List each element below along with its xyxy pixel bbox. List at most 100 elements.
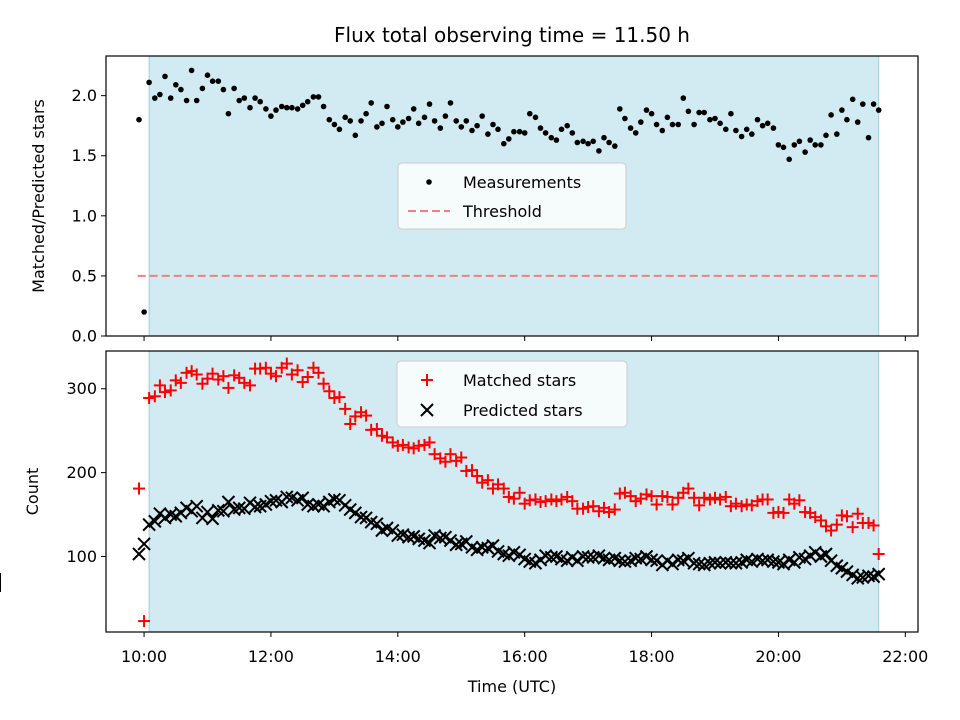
- measurement-point: [643, 107, 650, 113]
- matched-star-point: [296, 376, 309, 389]
- measurement-point: [627, 125, 634, 131]
- measurement-point: [442, 113, 449, 119]
- measurement-point: [490, 121, 496, 128]
- measurement-point: [162, 73, 168, 80]
- matched-star-point: [148, 390, 161, 403]
- matched-star-point: [217, 370, 230, 383]
- matched-star-point: [830, 518, 843, 531]
- y-tick-label: 0.5: [72, 266, 97, 285]
- measurement-point: [336, 126, 343, 133]
- matched-star-point: [555, 493, 568, 506]
- predicted-star-point: [708, 555, 722, 570]
- measurement-point: [326, 116, 333, 123]
- measurement-point: [548, 134, 555, 141]
- predicted-star-point: [581, 550, 595, 565]
- x-tick-label: 20:00: [755, 647, 801, 666]
- predicted-star-point: [280, 490, 294, 504]
- measurement-point: [506, 136, 512, 142]
- matched-star-point: [545, 493, 558, 506]
- matched-star-point: [729, 497, 742, 510]
- measurement-point: [728, 110, 734, 117]
- measurement-point: [310, 94, 317, 100]
- measurement-point: [495, 126, 501, 133]
- predicted-star-point: [713, 556, 727, 570]
- matched-star-point: [709, 491, 721, 504]
- bottom-y-axis-label: Count: [23, 468, 42, 516]
- measurement-point: [331, 121, 338, 128]
- predicted-star-point: [703, 556, 717, 570]
- top-y-ticks: 0.0 0.5 1.0 1.5 2.0: [72, 86, 106, 346]
- measurement-point: [410, 106, 417, 112]
- measurement-point: [304, 98, 311, 105]
- measurement-point: [664, 114, 671, 121]
- matched-stars-points: [132, 357, 885, 628]
- measurement-point: [278, 103, 285, 110]
- matched-star-point: [629, 495, 642, 508]
- measurement-point: [141, 309, 147, 315]
- x-tick-label: 18:00: [629, 647, 675, 666]
- matched-star-point: [719, 490, 732, 503]
- y-tick-label: 200: [66, 463, 97, 482]
- measurement-point: [447, 100, 454, 106]
- measurement-point: [743, 126, 750, 133]
- matched-star-point: [233, 371, 246, 384]
- matched-star-point: [396, 438, 409, 451]
- matched-star-point: [867, 519, 880, 532]
- legend-predicted-marker: [420, 403, 434, 417]
- measurement-point: [553, 137, 560, 143]
- legend-measurements-label: Measurements: [463, 173, 581, 192]
- measurement-point: [807, 137, 813, 143]
- measurement-point: [606, 139, 612, 146]
- measurement-point: [415, 120, 422, 127]
- measurement-point: [754, 116, 761, 123]
- matched-star-point: [703, 493, 716, 506]
- measurement-point: [786, 156, 792, 163]
- matched-star-point: [566, 495, 579, 508]
- matched-star-point: [466, 464, 479, 477]
- measurement-point: [511, 128, 517, 135]
- predicted-star-point: [628, 551, 643, 565]
- predicted-star-point: [148, 514, 162, 528]
- matched-star-point: [661, 490, 674, 503]
- measurement-point: [173, 82, 179, 88]
- predicted-star-point: [618, 554, 632, 569]
- predicted-star-point: [755, 553, 770, 568]
- measurement-point: [363, 110, 369, 117]
- predicted-star-point: [221, 495, 236, 509]
- measurement-point: [844, 116, 850, 123]
- predicted-star-point: [570, 553, 585, 568]
- matched-star-point: [688, 491, 701, 504]
- matched-star-point: [471, 469, 484, 482]
- measurement-point: [426, 101, 433, 107]
- predicted-star-point: [644, 553, 659, 567]
- matched-star-point: [312, 366, 325, 379]
- measurement-point: [437, 125, 444, 131]
- bottom-legend: Matched stars Predicted stars: [396, 360, 628, 428]
- predicted-star-point: [692, 557, 706, 571]
- predicted-star-point: [449, 538, 463, 552]
- matched-star-point: [291, 364, 304, 377]
- y-tick-label: 1.0: [72, 206, 97, 225]
- y-tick-label: 2.0: [72, 86, 97, 105]
- matched-star-point: [158, 386, 171, 399]
- matched-star-point: [761, 493, 774, 506]
- chart-title: Flux total observing time = 11.50 h: [334, 23, 690, 47]
- matched-star-point: [724, 500, 737, 513]
- matched-star-point: [301, 371, 314, 384]
- measurement-point: [733, 127, 739, 134]
- predicted-star-point: [851, 571, 865, 586]
- measurement-point: [389, 116, 396, 123]
- predicted-star-point: [190, 499, 204, 513]
- bottom-x-ticks: 10:00 12:00 14:00 16:00 18:00 20:00 22:00: [121, 632, 928, 666]
- measurement-point: [320, 103, 327, 110]
- measurement-point: [764, 120, 771, 127]
- measurement-point: [870, 101, 877, 107]
- predicted-star-point: [295, 491, 310, 505]
- predicted-star-point: [729, 556, 743, 570]
- matched-star-point: [201, 372, 214, 385]
- matched-star-point: [259, 361, 272, 374]
- measurement-point: [770, 125, 777, 131]
- measurement-point: [738, 133, 745, 140]
- matched-star-point: [587, 500, 600, 513]
- measurement-point: [802, 149, 808, 155]
